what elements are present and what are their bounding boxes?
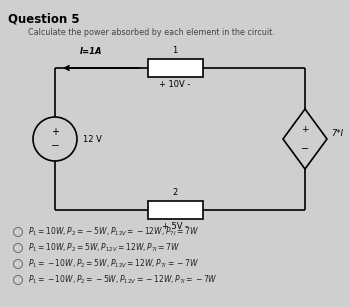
Text: +: + [301,126,309,134]
Text: + 5V -: + 5V - [162,222,188,231]
Bar [147,201,203,219]
Text: 12 V: 12 V [83,134,102,143]
Text: 2: 2 [172,188,177,197]
Text: Question 5: Question 5 [8,12,80,25]
Text: + 10V -: + 10V - [159,80,191,89]
Text: $P_1 = 10W, P_2 = -5W, P_{12V} = -12W, P_{7I} = 7W$: $P_1 = 10W, P_2 = -5W, P_{12V} = -12W, P… [28,226,199,238]
Text: I=1A: I=1A [80,47,103,56]
Text: $P_1 = 10W, P_2 = 5W, P_{12V} = 12W, P_{7I} = 7W$: $P_1 = 10W, P_2 = 5W, P_{12V} = 12W, P_{… [28,242,180,254]
Text: −: − [301,144,309,154]
Text: Calculate the power absorbed by each element in the circuit.: Calculate the power absorbed by each ele… [28,28,275,37]
Text: +: + [51,127,59,137]
Text: $P_1 = -10W, P_2 = -5W, P_{12V} = -12W, P_{7I} = -7W$: $P_1 = -10W, P_2 = -5W, P_{12V} = -12W, … [28,274,218,286]
Text: $P_1 = -10W, P_2 = 5W, P_{12V} = 12W, P_{7I} = -7W$: $P_1 = -10W, P_2 = 5W, P_{12V} = 12W, P_… [28,258,199,270]
Text: 1: 1 [172,46,177,55]
Bar [147,59,203,77]
Text: 7*I: 7*I [331,130,343,138]
Text: −: − [51,141,60,151]
